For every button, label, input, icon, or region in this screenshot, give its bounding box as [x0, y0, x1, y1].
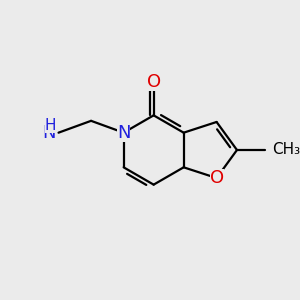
Text: O: O: [147, 73, 161, 91]
Text: H: H: [45, 118, 56, 133]
Text: N: N: [117, 124, 130, 142]
Text: CH₃: CH₃: [272, 142, 300, 158]
Text: O: O: [209, 169, 224, 187]
Text: N: N: [43, 124, 56, 142]
